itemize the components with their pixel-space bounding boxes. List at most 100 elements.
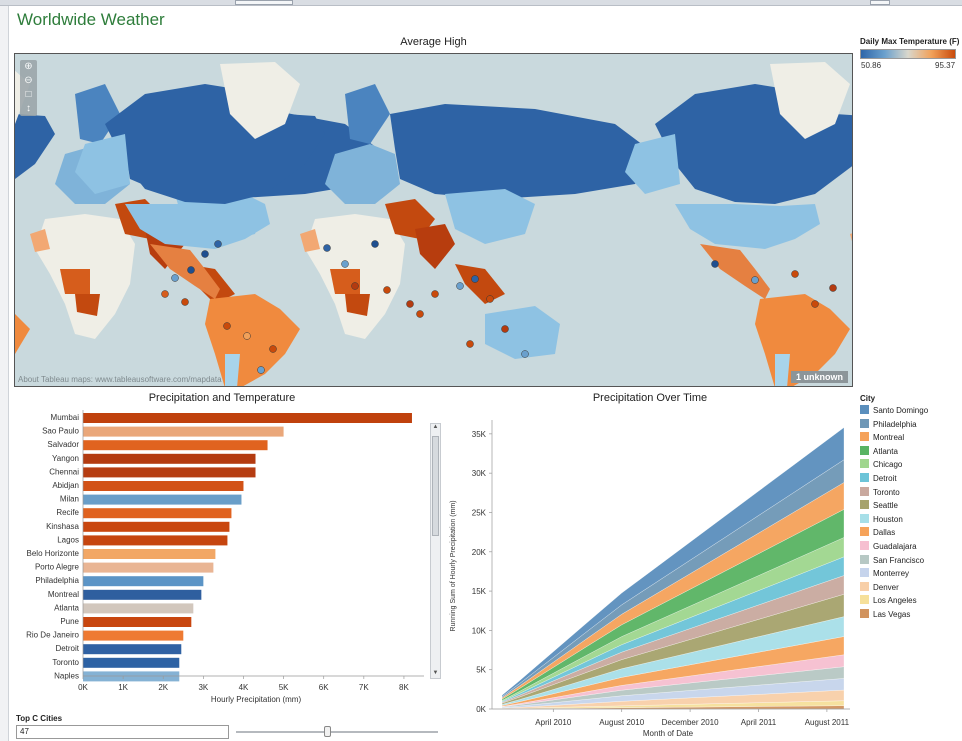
bar-category-label: Atlanta bbox=[54, 603, 79, 612]
city-legend-item[interactable]: Guadalajara bbox=[860, 541, 917, 553]
bar-category-label: Sao Paulo bbox=[42, 427, 79, 436]
top-c-input[interactable]: 47 bbox=[16, 725, 229, 739]
map-attribution[interactable]: About Tableau maps: www.tableausoftware.… bbox=[18, 375, 222, 384]
legend-swatch bbox=[860, 486, 869, 496]
bar bbox=[83, 549, 216, 559]
zoom-out-icon[interactable]: ⊖ bbox=[24, 75, 33, 86]
toolbar-button[interactable] bbox=[870, 0, 890, 5]
x-axis-title: Month of Date bbox=[643, 729, 694, 738]
city-legend-item[interactable]: Atlanta bbox=[860, 445, 898, 458]
legend-label: Denver bbox=[873, 582, 899, 592]
y-tick-label: 20K bbox=[472, 548, 487, 557]
bar-chart-title: Precipitation and Temperature bbox=[148, 392, 296, 404]
legend-label: Guadalajara bbox=[873, 542, 917, 551]
bar bbox=[83, 440, 268, 451]
legend-label: Las Vegas bbox=[873, 610, 911, 619]
city-legend-item[interactable]: Denver bbox=[860, 581, 899, 594]
map-canvas[interactable] bbox=[15, 54, 853, 387]
city-markers bbox=[161, 240, 837, 374]
bar-category-label: Lagos bbox=[57, 535, 79, 544]
y-axis-title: Running Sum of Hourly Precipitation (mm) bbox=[450, 500, 457, 631]
x-tick-label: April 2010 bbox=[535, 718, 572, 727]
bar-category-label: Rio De Janeiro bbox=[26, 631, 79, 640]
city-legend-item[interactable]: Dallas bbox=[860, 527, 895, 539]
top-c-slider-track[interactable] bbox=[236, 731, 438, 733]
world-map[interactable]: ⊕ ⊖ □ ↕ About Tableau maps: www.tableaus… bbox=[14, 53, 853, 387]
bar bbox=[83, 603, 194, 614]
city-legend-item[interactable]: Montreal bbox=[860, 432, 904, 444]
legend-label: Chicago bbox=[873, 460, 903, 470]
scroll-up-icon[interactable]: ▲ bbox=[432, 424, 439, 430]
city-legend-item[interactable]: Monterrey bbox=[860, 568, 909, 580]
city-legend-item[interactable]: Seattle bbox=[860, 500, 898, 512]
legend-swatch bbox=[860, 609, 869, 618]
city-legend-item[interactable]: Toronto bbox=[860, 486, 900, 499]
bar-category-label: Recife bbox=[56, 508, 79, 517]
x-tick-label: 1K bbox=[118, 683, 128, 692]
legend-label: Monterrey bbox=[873, 569, 910, 579]
map-title: Average High bbox=[400, 36, 467, 48]
bar bbox=[83, 644, 182, 655]
bar-category-label: Kinshasa bbox=[46, 522, 79, 531]
legend-label: Philadelphia bbox=[873, 419, 917, 429]
bar bbox=[83, 671, 180, 682]
legend-swatch bbox=[860, 541, 869, 550]
city-legend-item[interactable]: Houston bbox=[860, 513, 903, 526]
city-legend-item[interactable]: Santo Domingo bbox=[860, 405, 928, 417]
legend-label: San Francisco bbox=[873, 555, 925, 565]
x-tick-label: 5K bbox=[279, 683, 289, 692]
bar bbox=[83, 617, 192, 627]
top-c-slider-thumb[interactable] bbox=[323, 726, 331, 737]
x-tick-label: 2K bbox=[158, 683, 168, 692]
bar bbox=[83, 589, 202, 600]
bar-category-label: Porto Alegre bbox=[35, 563, 80, 572]
bar bbox=[83, 630, 184, 641]
y-tick-label: 10K bbox=[472, 626, 487, 635]
bar bbox=[83, 426, 284, 437]
city-legend-item[interactable]: Los Angeles bbox=[860, 595, 917, 607]
legend-label: Atlanta bbox=[873, 446, 898, 456]
y-tick-label: 0K bbox=[476, 705, 486, 714]
legend-label: Houston bbox=[873, 514, 903, 524]
precipitation-area-chart[interactable]: 0K 5K 10K 15K 20K 25K 30K 35K April 2010 August 2… bbox=[446, 406, 856, 741]
legend-swatch bbox=[860, 473, 869, 482]
bar-category-label: Toronto bbox=[52, 658, 79, 667]
city-legend-item[interactable]: Detroit bbox=[860, 473, 897, 485]
city-legend-item[interactable]: San Francisco bbox=[860, 554, 925, 567]
legend-label: Dallas bbox=[873, 528, 896, 538]
legend-label: Santo Domingo bbox=[873, 406, 929, 415]
x-axis-title: Hourly Precipitation (mm) bbox=[211, 695, 302, 704]
toolbar-field[interactable] bbox=[235, 0, 293, 5]
legend-label: Detroit bbox=[873, 474, 897, 483]
y-tick-label: 15K bbox=[472, 587, 487, 596]
unknown-badge[interactable]: 1 unknown bbox=[791, 371, 848, 383]
zoom-in-icon[interactable]: ⊕ bbox=[24, 61, 33, 72]
bar bbox=[83, 481, 244, 491]
scroll-down-icon[interactable]: ▼ bbox=[432, 670, 439, 676]
city-legend-item[interactable]: Las Vegas bbox=[860, 609, 910, 621]
legend-swatch bbox=[860, 527, 869, 537]
top-c-label: Top C Cities bbox=[16, 714, 63, 723]
x-tick-label: 8K bbox=[399, 683, 409, 692]
bar-category-label: Naples bbox=[54, 671, 79, 680]
bar-chart-scrollbar[interactable]: ▲ ▼ bbox=[430, 423, 441, 679]
legend-swatch bbox=[860, 405, 869, 414]
x-tick-label: 6K bbox=[319, 683, 329, 692]
select-icon[interactable]: □ bbox=[25, 89, 32, 100]
x-tick-label: August 2010 bbox=[599, 718, 644, 727]
bar bbox=[83, 562, 214, 573]
precipitation-bar-chart[interactable]: Mumbai Sao Paulo Salvador Yangon Chennai Abid… bbox=[14, 406, 444, 706]
bar-category-label: Chennai bbox=[49, 467, 79, 476]
bar-category-label: Belo Horizonte bbox=[27, 549, 80, 558]
bar-category-label: Philadelphia bbox=[35, 576, 79, 585]
scroll-thumb[interactable] bbox=[432, 436, 439, 536]
legend-label: Toronto bbox=[873, 487, 900, 497]
city-legend-item[interactable]: Chicago bbox=[860, 459, 902, 471]
pin-icon[interactable]: ↕ bbox=[26, 103, 31, 114]
city-legend-item[interactable]: Philadelphia bbox=[860, 418, 917, 431]
bar bbox=[83, 657, 180, 668]
bar bbox=[83, 535, 228, 546]
legend-swatch bbox=[860, 595, 869, 605]
temperature-gradient[interactable] bbox=[860, 49, 956, 59]
